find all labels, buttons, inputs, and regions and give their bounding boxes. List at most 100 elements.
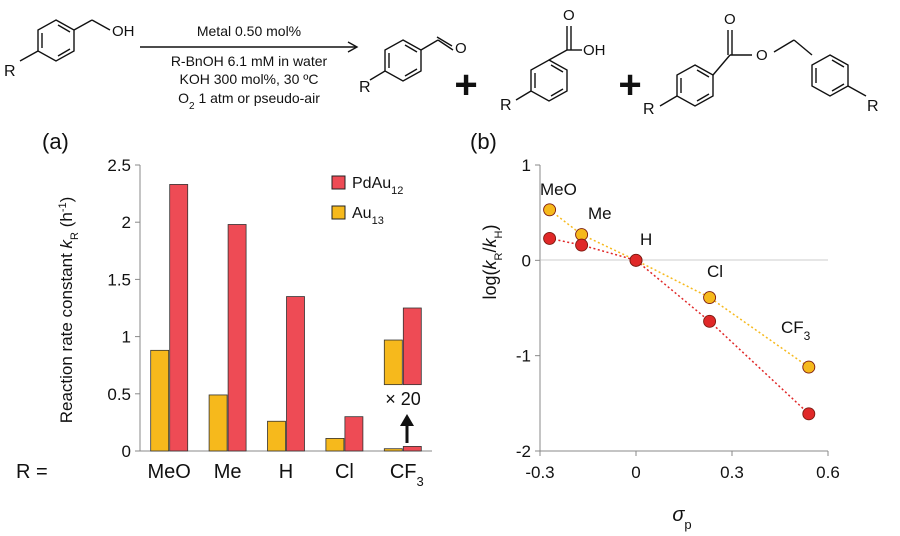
condition-metal: Metal 0.50 mol% bbox=[197, 23, 301, 39]
panel-b-x-ticks: -0.3 0 0.3 0.6 bbox=[525, 451, 840, 482]
condition-oxygen-sub: 2 bbox=[189, 101, 195, 112]
point-label-h: H bbox=[640, 230, 652, 249]
panel-b-y-axis-label: log(kR/kH) bbox=[480, 225, 505, 300]
ylabel-a-k: k bbox=[57, 238, 76, 248]
x20-arrowhead bbox=[400, 414, 414, 426]
point-pdau12-0 bbox=[543, 231, 557, 245]
point-au13-3 bbox=[703, 291, 717, 304]
panel-a-y-tick-label: 2 bbox=[122, 213, 131, 232]
legend-label-au13: Au13 bbox=[352, 205, 384, 227]
condition-oxygen-rest: 1 atm or pseudo-air bbox=[195, 90, 321, 106]
ester-carbonyl-o-label: O bbox=[724, 11, 736, 28]
panel-a-y-ticks: 0 0.5 1 1.5 2 2.5 bbox=[107, 156, 140, 461]
bar-pdau12-me bbox=[227, 224, 247, 452]
condition-base: KOH 300 mol%, 30 ºC bbox=[180, 71, 319, 87]
panel-a-y-axis-label: Reaction rate constant kR (h-1) bbox=[57, 197, 81, 424]
reactant-ch2-bond bbox=[73, 19, 93, 31]
point-label-me: Me bbox=[588, 204, 612, 223]
panel-a-legend: PdAu12 Au13 bbox=[331, 175, 403, 227]
x20-label: × 20 bbox=[385, 389, 421, 409]
panel-b-y-tick-label: 0 bbox=[522, 251, 531, 270]
panel-b-y-ticks: -2 -1 0 1 bbox=[516, 156, 540, 461]
aldehyde-r-label: R bbox=[359, 79, 371, 96]
panel-b-x-tick-label: 0.6 bbox=[816, 463, 840, 482]
category-label-me: Me bbox=[214, 461, 242, 483]
condition-substrate: R-BnOH 6.1 mM in water bbox=[171, 53, 328, 69]
bar-au13-cl bbox=[325, 438, 345, 452]
bar-au13-meo bbox=[150, 349, 170, 452]
reaction-scheme-text: OH R Metal 0.50 mol% R-BnOH 6.1 mM in wa… bbox=[4, 7, 879, 118]
ylabel-a-close: ) bbox=[57, 197, 76, 203]
acid-oh-label: OH bbox=[583, 42, 606, 59]
panel-b-y-tick-label: 1 bbox=[522, 156, 531, 175]
panel-a-x20-inset bbox=[383, 307, 422, 386]
bar-pdau12-h bbox=[286, 296, 305, 452]
legend-swatch-pdau12 bbox=[331, 175, 346, 190]
ylabel-a-sup: -1 bbox=[57, 202, 69, 212]
point-label-cl: Cl bbox=[707, 262, 723, 281]
aldehyde-o-label: O bbox=[455, 40, 467, 57]
panel-a: (a) Reaction rate constant kR (h-1) 0 0.5… bbox=[16, 129, 432, 489]
panel-b-series bbox=[543, 203, 816, 421]
inset-bar-au13 bbox=[383, 339, 403, 386]
point-au13-0 bbox=[543, 203, 557, 217]
bar-au13-cf3 bbox=[383, 448, 403, 452]
reactant-r-label: R bbox=[4, 63, 16, 80]
point-label-cf3: CF3 bbox=[781, 318, 811, 343]
panel-b: (b) log(kR/kH) σp -2 -1 0 1 -0.3 0 0.3 0.6 MeO… bbox=[470, 129, 840, 532]
panel-b-x-tick-label: 0.3 bbox=[720, 463, 744, 482]
point-pdau12-1 bbox=[575, 238, 589, 252]
product-ester-structure bbox=[659, 30, 867, 107]
panel-a-y-tick-label: 0.5 bbox=[107, 385, 131, 404]
panel-a-label: (a) bbox=[42, 129, 69, 154]
panel-a-categories: MeO Me H Cl CF3 bbox=[148, 461, 424, 489]
ylabel-a-main: Reaction rate constant bbox=[57, 248, 76, 423]
point-pdau12-3 bbox=[703, 314, 717, 328]
reactant-oh-label: OH bbox=[112, 23, 135, 40]
trend-line-au13 bbox=[549, 209, 810, 368]
point-pdau12-2 bbox=[629, 253, 643, 267]
panel-a-y-tick-label: 1 bbox=[122, 328, 131, 347]
reactant-ring bbox=[37, 19, 75, 62]
product-aldehyde-structure bbox=[369, 36, 454, 82]
reaction-scheme bbox=[19, 19, 867, 107]
bar-au13-h bbox=[267, 420, 286, 452]
trend-line-pdau12 bbox=[549, 237, 810, 415]
point-pdau12-4 bbox=[802, 407, 816, 421]
ester-r-label-right: R bbox=[867, 98, 879, 115]
point-label-meo: MeO bbox=[540, 180, 577, 199]
category-label-h: H bbox=[279, 461, 293, 483]
panel-b-y-tick-label: -1 bbox=[516, 347, 531, 366]
ylabel-a-unit: (h bbox=[57, 212, 76, 232]
r-prefix-label: R = bbox=[16, 461, 48, 483]
panel-b-x-tick-label: -0.3 bbox=[525, 463, 554, 482]
acid-o-label: O bbox=[563, 7, 575, 24]
acid-r-label: R bbox=[500, 97, 512, 114]
bar-pdau12-meo bbox=[169, 184, 189, 452]
reactant-structure bbox=[19, 19, 111, 62]
plus-sign-1: + bbox=[454, 63, 477, 107]
panel-b-x-tick-label: 0 bbox=[631, 463, 640, 482]
product-acid-structure bbox=[515, 26, 582, 102]
inset-bar-pdau12 bbox=[402, 307, 422, 386]
category-label-meo: MeO bbox=[148, 461, 191, 483]
ester-o-label: O bbox=[756, 47, 768, 64]
category-label-cl: Cl bbox=[335, 461, 354, 483]
condition-oxygen-o: O bbox=[178, 90, 189, 106]
ester-r-label-left: R bbox=[643, 101, 655, 118]
panel-a-y-tick-label: 0 bbox=[122, 442, 131, 461]
point-au13-4 bbox=[802, 360, 816, 374]
condition-oxygen: O2 1 atm or pseudo-air bbox=[178, 90, 320, 112]
ylabel-a-sub: R bbox=[69, 232, 81, 240]
panel-b-y-tick-label: -2 bbox=[516, 442, 531, 461]
plus-sign-2: + bbox=[618, 63, 641, 107]
bar-au13-me bbox=[208, 394, 228, 452]
bar-pdau12-cl bbox=[344, 416, 364, 452]
legend-swatch-au13 bbox=[331, 205, 346, 220]
panel-a-y-tick-label: 1.5 bbox=[107, 270, 131, 289]
panel-a-y-tick-label: 2.5 bbox=[107, 156, 131, 175]
bar-pdau12-cf3 bbox=[402, 446, 422, 452]
reaction-arrowhead bbox=[347, 41, 359, 53]
legend-label-pdau12: PdAu12 bbox=[352, 175, 403, 197]
